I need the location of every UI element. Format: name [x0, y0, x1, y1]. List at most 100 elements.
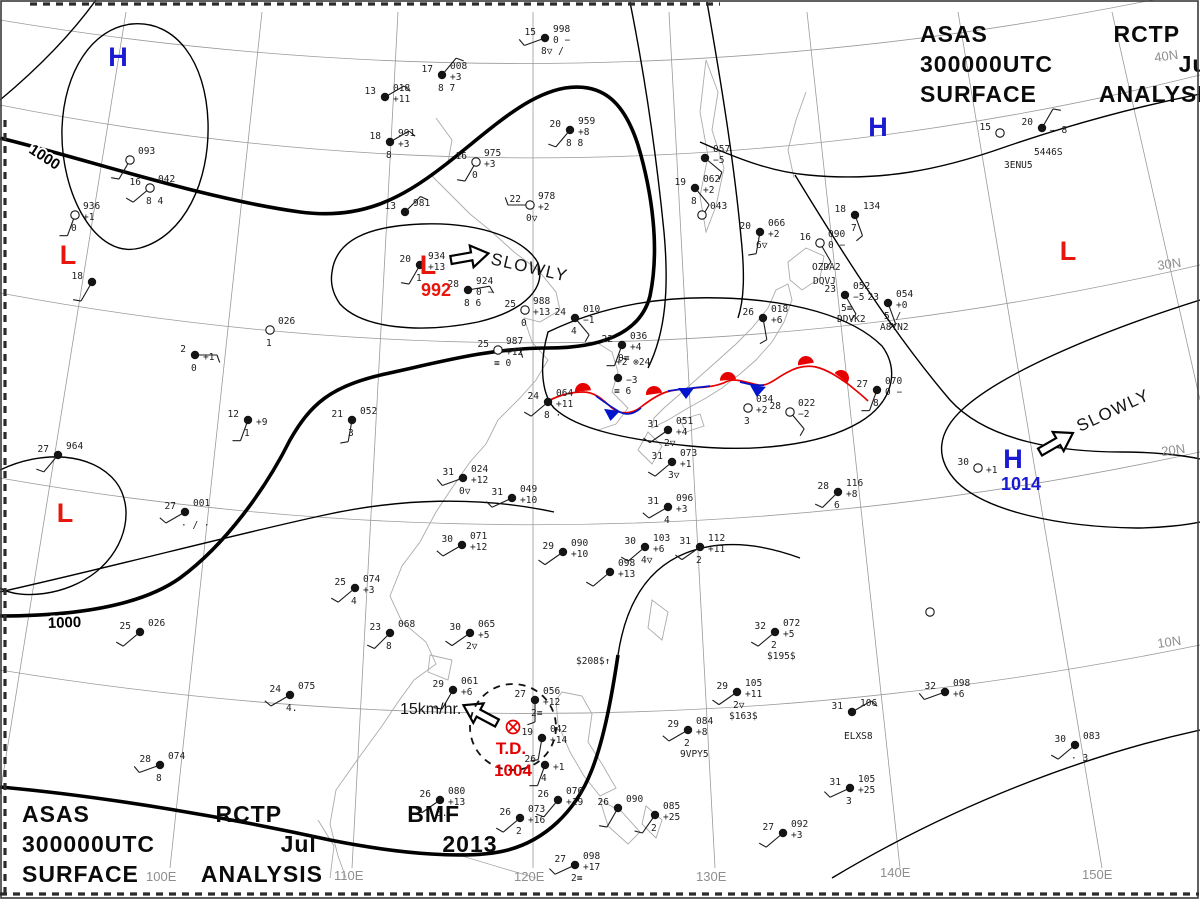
station-weather: 5. — [436, 808, 447, 819]
station-circle-icon — [778, 828, 788, 838]
ship-callsign: ELXS8 — [844, 731, 873, 742]
station-circle-icon — [463, 285, 473, 295]
station-pressure: 084 — [696, 716, 713, 727]
station-circle-icon — [471, 157, 481, 167]
station-pressure: 936 — [83, 201, 100, 212]
low-pressure-symbol: L — [1060, 236, 1077, 266]
movement-arrow-icon — [449, 243, 491, 270]
station-tendency: +10 — [520, 495, 537, 506]
wind-barb-feather-icon — [750, 641, 759, 647]
station-temp: 31 — [648, 419, 660, 430]
wind-barb-feather-icon — [415, 807, 423, 814]
station-pressure: 024 — [471, 464, 488, 475]
station-pressure: 085 — [663, 801, 680, 812]
wind-barb-feather-icon — [850, 313, 857, 321]
station-temp: 27 — [555, 854, 566, 865]
station-circle-icon — [605, 567, 615, 577]
wind-barb-feather-icon — [495, 827, 504, 833]
station-tendency: +3 — [484, 159, 495, 170]
lat-label: 20N — [1160, 441, 1186, 459]
isobar-value-label: 1000 — [26, 141, 63, 173]
tropical-depression-layer: T.D. 1004 — [469, 683, 557, 780]
wind-barb-feather-icon — [647, 471, 656, 477]
station-tendency: +1 — [203, 352, 215, 363]
wind-barb-feather-icon — [264, 700, 272, 707]
station-temp: 31 — [648, 496, 660, 507]
wind-barb-feather-icon — [585, 581, 594, 587]
station-circle-icon — [385, 628, 395, 638]
station-plot: 057−5 — [700, 144, 730, 180]
station-weather: · 3 — [1071, 753, 1088, 764]
wind-barb-feather-icon — [584, 334, 590, 343]
station-pressure: 074 — [363, 574, 380, 585]
movement-label: SLOWLY — [1074, 385, 1153, 435]
station-tendency: +6 — [653, 544, 665, 555]
station-plot: 15 — [980, 122, 1005, 138]
wind-barb-feather-icon — [1050, 754, 1059, 760]
station-circle-icon — [415, 260, 425, 270]
station-tendency: +19 — [566, 797, 583, 808]
station-circle-icon — [570, 860, 580, 870]
station-pressure: 083 — [1083, 731, 1100, 742]
station-pressure: 062 — [703, 174, 720, 185]
station-circle-icon — [507, 493, 517, 503]
station-pressure: 051 — [676, 416, 693, 427]
station-pressure: 034 — [756, 394, 773, 405]
station-temp: 27 — [38, 444, 49, 455]
station-pressure: 001 — [193, 498, 210, 509]
station-plot: 23 068 8 — [366, 619, 415, 652]
station-pressure: 042 — [158, 174, 175, 185]
station-temp: 15 — [525, 27, 536, 38]
wind-barb-feather-icon — [518, 39, 525, 46]
station-tendency: +11 — [708, 544, 725, 555]
station-weather: 8 8 — [566, 138, 583, 149]
station-temp: 13 — [365, 86, 376, 97]
low-pressure-symbol: L — [60, 240, 77, 270]
wind-barb-feather-icon — [125, 197, 134, 203]
station-tendency: +11 — [745, 689, 762, 700]
wind-barb-feather-icon — [401, 282, 410, 285]
station-weather: ≡ 6 — [614, 386, 631, 397]
wind-barb-feather-icon — [856, 235, 863, 242]
station-circle-icon — [570, 313, 580, 323]
isobar-value-label: 1000 — [48, 614, 82, 632]
td-pressure: 1004 — [494, 761, 532, 780]
low-pressure-symbol: L — [420, 250, 437, 280]
station-weather: 7 — [851, 223, 857, 234]
pressure-system-value: 1014 — [1001, 474, 1041, 494]
station-tendency: +3 — [363, 585, 374, 596]
station-tendency: — 8 — [1050, 125, 1067, 136]
station-plot: 27 056+122≡ — [515, 686, 560, 726]
warm-front-icon — [834, 370, 849, 383]
ship-callsign: 5446S — [1034, 147, 1063, 158]
station-weather: DQVJ — [813, 276, 836, 287]
station-tendency: +14 — [550, 735, 567, 746]
wind-barb-feather-icon — [36, 468, 45, 473]
station-plot: 043 — [697, 201, 727, 220]
station-plot: 13 981 — [385, 195, 430, 217]
station-circle-icon — [850, 210, 860, 220]
station-weather: 3 — [846, 796, 852, 807]
station-plot: 31 073+13▽ — [647, 448, 697, 481]
station-circle-icon — [617, 340, 627, 350]
lon-label: 110E — [334, 868, 364, 883]
graticule-grid — [0, 0, 1200, 869]
station-tendency: −2 — [798, 409, 809, 420]
lon-label: 100E — [146, 869, 177, 884]
station-pressure: 978 — [538, 191, 555, 202]
ship-callsign: DDVK2 — [837, 314, 866, 325]
station-temp: 30 — [442, 534, 454, 545]
station-temp: 26 — [420, 789, 432, 800]
station-plot: 093 — [111, 146, 155, 180]
station-pressure: 090 — [626, 794, 643, 805]
station-plot: 25 988+13 0 — [505, 296, 551, 329]
title-line2: 300000UTC Jul 2013 — [920, 51, 1200, 77]
station-plot: 21 052 3 — [332, 406, 377, 444]
station-tendency: 0 − — [553, 35, 570, 46]
ship-callsign: 9VPY5 — [680, 749, 709, 760]
station-weather: 4 — [664, 515, 670, 526]
station-tendency: +12 — [471, 475, 488, 486]
station-temp: 28 — [818, 481, 830, 492]
station-tendency: +3 — [398, 139, 409, 150]
